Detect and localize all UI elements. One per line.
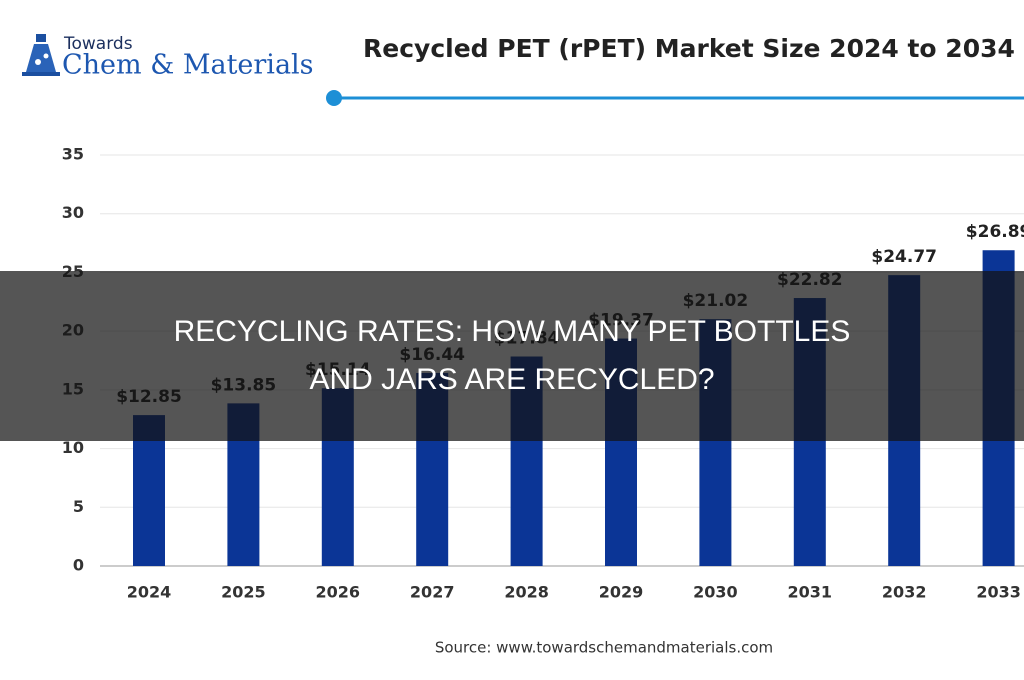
source: Source: www.towardschemandmaterials.com (435, 639, 773, 657)
x-tick-label: 2033 (976, 583, 1021, 602)
logo-icon (22, 34, 60, 76)
x-tick-label: 2024 (127, 583, 172, 602)
y-tick-label: 10 (62, 438, 84, 457)
banner-title: RECYCLING RATES: HOW MANY PET BOTTLES AN… (173, 315, 851, 396)
chart-title: Recycled PET (rPET) Market Size 2024 to … (363, 34, 1024, 63)
y-tick-label: 0 (73, 556, 84, 575)
value-label: $24.77 (871, 247, 937, 267)
value-label: $26.89 (966, 222, 1024, 242)
y-tick-label: 35 (62, 145, 84, 164)
x-tick-label: 2029 (599, 583, 644, 602)
x-tick-label: 2030 (693, 583, 738, 602)
x-tick-label: 2032 (882, 583, 927, 602)
x-tick-label: 2027 (410, 583, 455, 602)
y-tick-label: 30 (62, 203, 84, 222)
logo-main: Chem & Materials (62, 50, 314, 81)
logo-top: Towards (63, 34, 133, 54)
x-tick-label: 2031 (788, 583, 833, 602)
x-tick-label: 2028 (504, 583, 549, 602)
banner: RECYCLING RATES: HOW MANY PET BOTTLES AN… (0, 271, 1024, 441)
y-tick-label: 5 (73, 497, 84, 516)
x-tick-label: 2025 (221, 583, 266, 602)
x-tick-label: 2026 (316, 583, 361, 602)
title-dot (326, 90, 342, 106)
